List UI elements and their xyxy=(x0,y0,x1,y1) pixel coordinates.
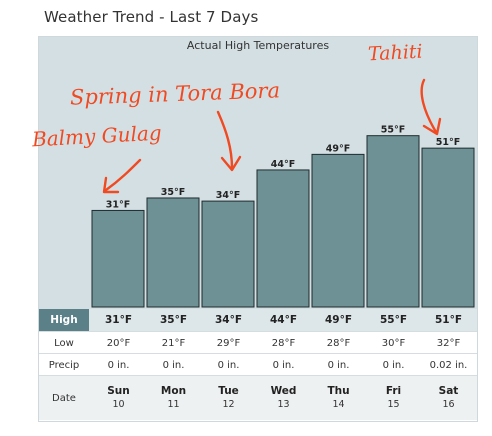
row-header-date: Date xyxy=(52,392,76,404)
precip-cell: 0 in. xyxy=(272,359,295,371)
date-cell: Sun 10 xyxy=(91,376,146,420)
bar-sun xyxy=(91,209,145,308)
row-header-precip: Precip xyxy=(48,359,80,371)
bar-value-label: 34°F xyxy=(216,190,240,201)
day-of-week: Mon xyxy=(160,385,187,397)
date-cell: Thu 14 xyxy=(311,376,366,420)
bar-mon xyxy=(146,197,200,308)
bar-value-label: 55°F xyxy=(381,125,405,136)
chart-canvas: 31°F 35°F 34°F 44°F 49°F 55°F 51°F xyxy=(91,125,475,308)
day-of-month: 11 xyxy=(167,399,180,410)
precip-cell: 0 in. xyxy=(217,359,240,371)
day-of-month: 13 xyxy=(277,399,290,410)
bar-value-label: 31°F xyxy=(106,199,130,210)
high-cell: 31°F xyxy=(104,314,133,326)
date-cell: Tue 12 xyxy=(201,376,256,420)
bar-tue xyxy=(201,200,255,308)
day-of-week: Fri xyxy=(385,385,402,397)
date-cell: Sat 16 xyxy=(421,376,476,420)
day-of-week: Wed xyxy=(270,385,297,397)
day-of-month: 10 xyxy=(112,399,125,410)
low-cell: 28°F xyxy=(326,337,351,349)
day-of-month: 14 xyxy=(332,399,345,410)
bar-value-label: 49°F xyxy=(326,143,350,154)
bar-value-label: 51°F xyxy=(436,137,460,148)
high-cell: 55°F xyxy=(379,314,408,326)
low-cell: 32°F xyxy=(436,337,461,349)
date-cell: Fri 15 xyxy=(366,376,421,420)
day-of-month: 12 xyxy=(222,399,235,410)
low-cell: 30°F xyxy=(381,337,406,349)
table-row-date: Date Sun 10 Mon 11 Tue 12 Wed 13 Thu 14 xyxy=(39,375,477,420)
chart-title: Actual High Temperatures xyxy=(186,39,330,52)
bar-thu xyxy=(311,153,365,308)
day-of-week: Tue xyxy=(218,385,239,397)
precip-cell: 0 in. xyxy=(162,359,185,371)
precip-cell: 0.02 in. xyxy=(429,359,468,371)
day-of-week: Sat xyxy=(438,385,459,397)
bar-value-label: 35°F xyxy=(161,187,185,198)
high-cell: 34°F xyxy=(214,314,243,326)
low-cell: 28°F xyxy=(271,337,296,349)
row-header-high: High xyxy=(39,309,89,331)
table-row-precip: Precip 0 in. 0 in. 0 in. 0 in. 0 in. 0 i… xyxy=(39,353,477,376)
low-cell: 29°F xyxy=(216,337,241,349)
date-cell: Wed 13 xyxy=(256,376,311,420)
page-title: Weather Trend - Last 7 Days xyxy=(44,8,259,26)
day-of-week: Sun xyxy=(107,385,130,397)
high-temperature-chart: Actual High Temperatures 31°F 35°F 34°F 44°… xyxy=(39,37,477,309)
day-of-week: Thu xyxy=(327,385,350,397)
low-cell: 21°F xyxy=(161,337,186,349)
high-cell: 44°F xyxy=(269,314,298,326)
high-cell: 49°F xyxy=(324,314,353,326)
precip-cell: 0 in. xyxy=(382,359,405,371)
annotation-tahiti: Tahiti xyxy=(367,40,424,66)
row-header-low: Low xyxy=(54,337,74,349)
precip-cell: 0 in. xyxy=(107,359,130,371)
bar-value-label: 44°F xyxy=(271,159,295,170)
date-cell: Mon 11 xyxy=(146,376,201,420)
high-cell: 51°F xyxy=(434,314,463,326)
bar-fri xyxy=(366,135,420,308)
day-of-month: 15 xyxy=(387,399,400,410)
weather-trend-widget: Actual High Temperatures 31°F 35°F 34°F 44°… xyxy=(38,36,478,422)
table-row-high: High 31°F 35°F 34°F 44°F 49°F 55°F 51°F xyxy=(39,309,477,331)
bar-sat xyxy=(421,147,475,308)
low-cell: 20°F xyxy=(106,337,131,349)
precip-cell: 0 in. xyxy=(327,359,350,371)
table-row-low: Low 20°F 21°F 29°F 28°F 28°F 30°F 32°F xyxy=(39,331,477,354)
high-cell: 35°F xyxy=(159,314,188,326)
bar-wed xyxy=(256,169,310,308)
day-of-month: 16 xyxy=(442,399,455,410)
